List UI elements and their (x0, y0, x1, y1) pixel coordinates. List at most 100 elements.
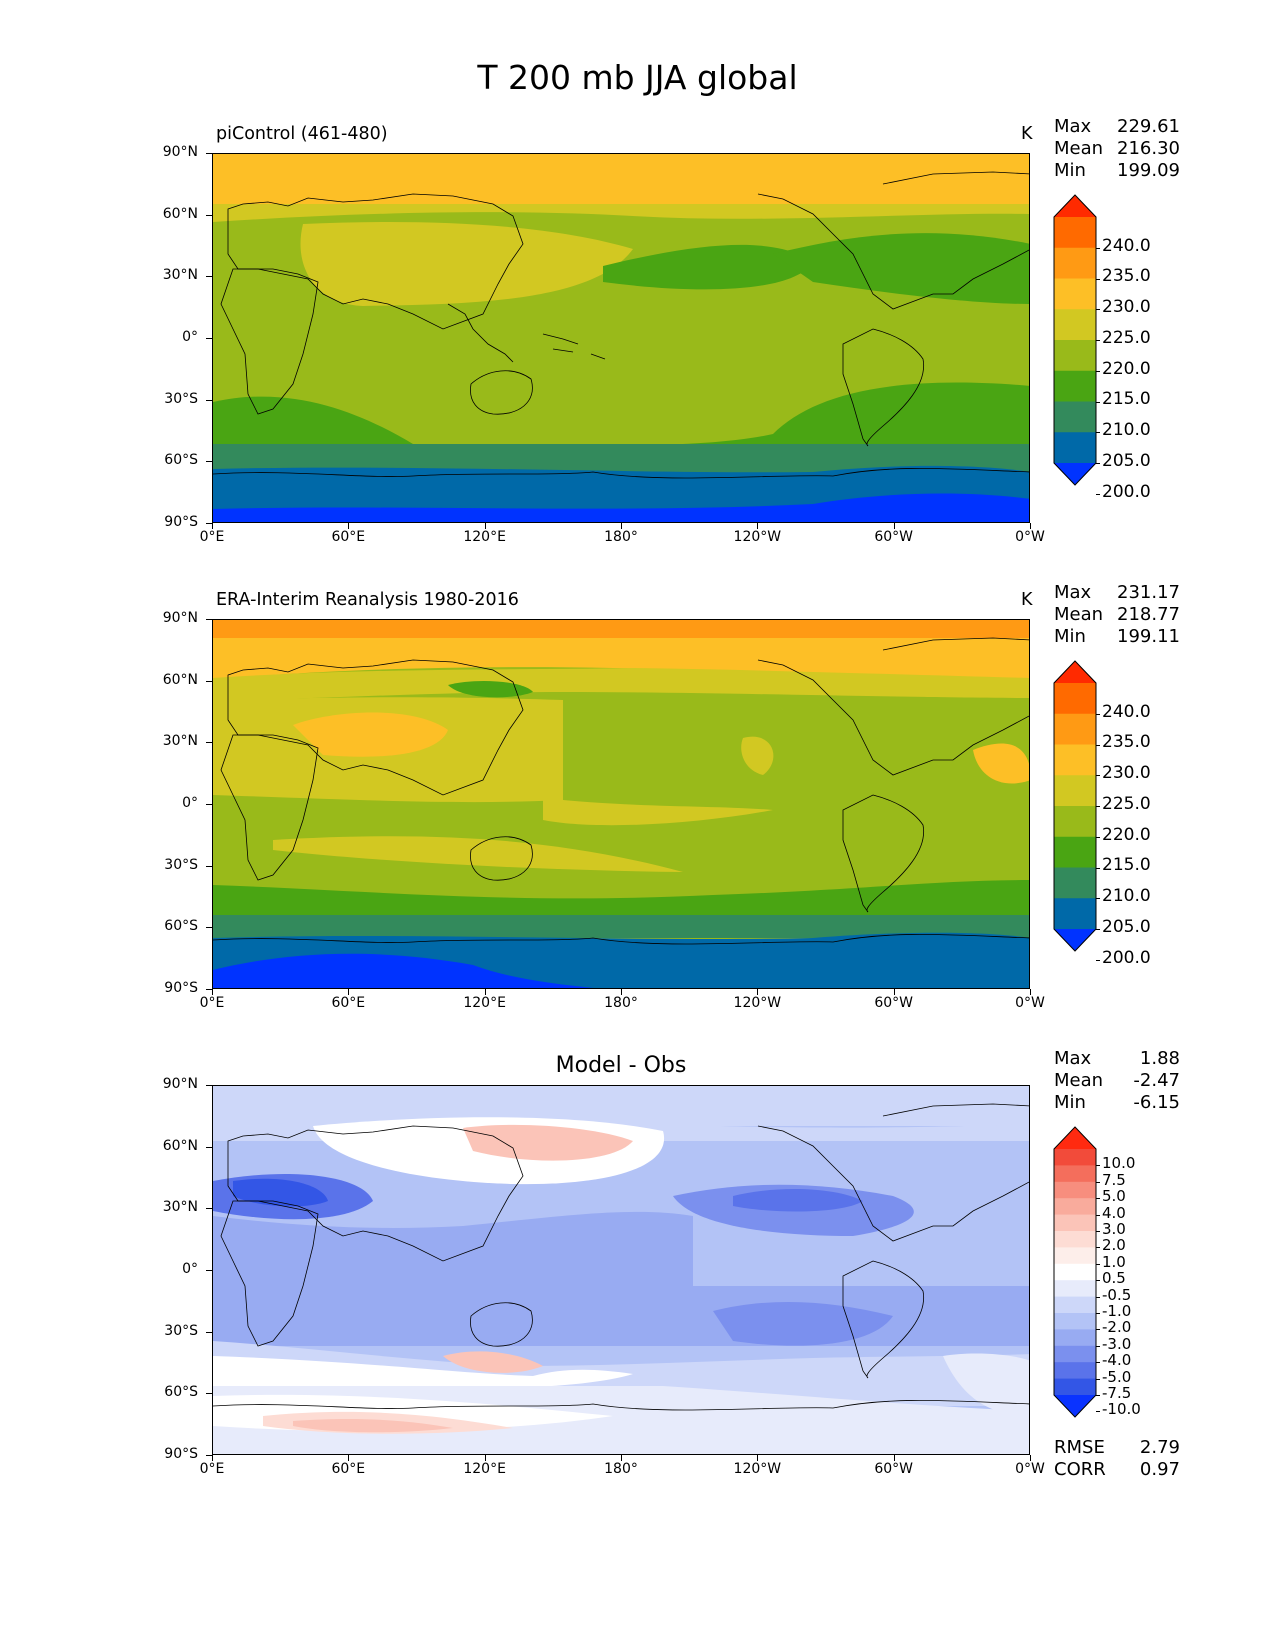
colorbar-tick (1096, 713, 1100, 715)
colorbar-label: 5.0 (1102, 1187, 1126, 1206)
colorbar-label: -1.0 (1102, 1302, 1132, 1320)
colorbar-label: 210.0 (1102, 420, 1151, 441)
colorbar-label: -10.0 (1102, 1400, 1141, 1419)
colorbar-label: 10.0 (1102, 1154, 1136, 1173)
colorbar-segment (1054, 1313, 1096, 1330)
lon-tick (1030, 989, 1031, 995)
colorbar-tick (1096, 836, 1100, 838)
panel-3-coastlines (213, 1103, 1029, 1411)
colorbar-segment (1054, 1198, 1096, 1216)
lon-label: 120°W (733, 1461, 782, 1477)
metric-value: 2.79 (1139, 1437, 1180, 1458)
panel-2-temperature-field (213, 620, 1029, 988)
stat-label: Max (1054, 1048, 1092, 1069)
colorbar-tick (1096, 1362, 1100, 1364)
stat-label: Mean (1054, 1070, 1104, 1091)
lat-label: 0° (182, 1261, 198, 1277)
lon-tick (621, 1455, 622, 1461)
lon-tick (212, 1455, 213, 1461)
panel-3-map (212, 1085, 1030, 1455)
stat-label: Min (1054, 626, 1086, 647)
lat-tick (206, 276, 212, 278)
colorbar-tick (1096, 806, 1100, 807)
lon-tick (893, 1455, 895, 1461)
colorbar-tick (1096, 1263, 1100, 1265)
lon-label: 60°W (874, 995, 913, 1011)
colorbar-min-extension (1054, 463, 1096, 485)
colorbar-label: 235.0 (1102, 266, 1151, 287)
colorbar-label: 230.0 (1102, 297, 1151, 318)
lat-label: 60°S (164, 918, 198, 935)
colorbar-tick (1096, 1181, 1100, 1183)
lon-label: 120°W (733, 529, 782, 545)
stat-label: Max (1054, 116, 1092, 137)
colorbar-segment (1054, 217, 1096, 249)
colorbar-label: 7.5 (1102, 1170, 1126, 1189)
lat-tick (206, 1208, 212, 1210)
lat-label: 90°S (164, 980, 198, 996)
lat-label: 90°S (164, 1446, 198, 1462)
lat-tick (206, 399, 212, 401)
lon-label: 180° (604, 995, 638, 1011)
lat-tick (206, 1146, 212, 1148)
panel-2-coastlines (213, 637, 1029, 945)
lon-tick (348, 989, 350, 995)
lat-label: 0° (182, 795, 198, 811)
colorbar-tick (1096, 401, 1100, 403)
lon-tick (484, 989, 486, 995)
colorbar-tick (1096, 1411, 1100, 1413)
colorbar-segment (1054, 836, 1096, 868)
colorbar-tick (1096, 432, 1100, 434)
lat-label: 90°N (162, 610, 198, 626)
colorbar-segment (1054, 898, 1096, 930)
colorbar-segment (1054, 867, 1096, 899)
lon-label: 120°E (463, 529, 506, 545)
lon-tick (757, 1455, 759, 1461)
lat-tick (206, 619, 212, 620)
lat-tick (206, 927, 212, 929)
colorbar-label: 220.0 (1102, 358, 1151, 379)
colorbar-segment (1054, 309, 1096, 341)
lon-label: 60°W (874, 1461, 913, 1477)
lon-label: 0°W (1015, 1461, 1045, 1477)
colorbar-label: 200.0 (1102, 481, 1151, 502)
panel-2-title: ERA-Interim Reanalysis 1980-2016 (216, 590, 519, 610)
colorbar-segment (1054, 806, 1096, 838)
lon-label: 0°E (199, 529, 225, 545)
colorbar-tick (1096, 1214, 1100, 1216)
colorbar-tick (1096, 1296, 1100, 1298)
panel-1-temperature-field (213, 154, 1029, 522)
colorbar-label: 225.0 (1102, 327, 1151, 348)
lat-tick (206, 338, 212, 339)
lon-tick (757, 523, 759, 529)
lat-tick (206, 461, 212, 463)
colorbar-tick (1096, 463, 1100, 464)
colorbar-segment (1054, 1280, 1096, 1298)
colorbar-segment (1054, 1362, 1096, 1380)
lon-tick (757, 989, 759, 995)
lon-tick (1030, 1455, 1031, 1461)
lat-label: 30°N (162, 733, 198, 750)
colorbar-tick (1096, 1247, 1100, 1249)
colorbar-max-extension (1054, 661, 1096, 683)
lon-label: 60°E (331, 1461, 366, 1477)
colorbar-tick (1096, 959, 1100, 961)
colorbar-tick (1096, 1165, 1100, 1167)
lat-label: 90°N (162, 1076, 198, 1092)
lat-tick (206, 804, 212, 805)
colorbar-segment (1054, 683, 1096, 715)
stat-label: Mean (1054, 138, 1104, 159)
metric-label: RMSE (1054, 1437, 1105, 1458)
lat-label: 0° (182, 329, 198, 345)
colorbar-label: -0.5 (1102, 1285, 1132, 1304)
lat-tick (206, 865, 212, 867)
lon-label: 180° (604, 529, 638, 545)
colorbar-label: 200.0 (1102, 947, 1151, 968)
stat-value: 231.17 (1117, 582, 1180, 603)
colorbar-tick (1096, 1345, 1100, 1347)
colorbar-segment (1054, 1181, 1096, 1199)
colorbar-segment (1054, 247, 1096, 279)
panel-3-stat-mean: Mean -2.47 (1054, 1070, 1180, 1092)
panel-3-title: Model - Obs (555, 1053, 687, 1078)
lon-tick (893, 523, 895, 529)
